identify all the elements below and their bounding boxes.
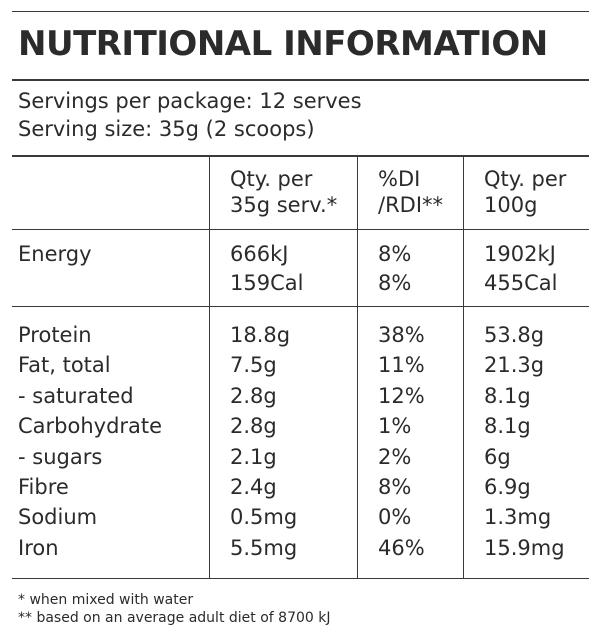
energy-rule [12, 306, 589, 307]
nutrient-label-cell: - sugars [18, 445, 103, 469]
nutrient-rdi-cell: 2% [378, 445, 412, 469]
nutrient-serv-cell: 5.5mg [230, 536, 298, 560]
header-qty-100g-line1: Qty. per [484, 167, 567, 191]
nutrient-label-cell: Carbohydrate [18, 414, 163, 438]
header-qty-100g-line2: 100g [484, 193, 538, 217]
top-rule [12, 11, 589, 12]
column-divider-1 [209, 157, 210, 578]
nutrient-label-cell: Fibre [18, 475, 69, 499]
nutrient-per100-cell: 15.9mg [484, 536, 565, 560]
nutrient-serv-cell: 2.8g [230, 414, 277, 438]
nutrient-label-cell: Iron [18, 536, 59, 560]
header-rule [12, 229, 589, 230]
nutrient-rdi-cell: 1% [378, 414, 412, 438]
servings-per-package: Servings per package: 12 serves [18, 89, 362, 113]
column-divider-3 [463, 157, 464, 578]
nutrient-per100-cell: 6.9g [484, 475, 531, 499]
nutrient-rdi-cell: 46% [378, 536, 425, 560]
nutrient-rdi-cell: 8% [378, 475, 412, 499]
nutrient-per100-cell: 53.8g [484, 323, 545, 347]
header-rdi-line2: /RDI** [378, 193, 444, 217]
header-rdi-line1: %DI [378, 167, 421, 191]
page-title: NUTRITIONAL INFORMATION [18, 24, 548, 64]
nutrient-per100-cell: 21.3g [484, 353, 545, 377]
nutrient-per100-cell: 1.3mg [484, 505, 552, 529]
energy-kj-serving: 666kJ [230, 242, 289, 266]
nutrient-serv-cell: 18.8g [230, 323, 291, 347]
nutrient-serv-cell: 0.5mg [230, 505, 298, 529]
footnote-2: ** based on an average adult diet of 870… [18, 610, 331, 626]
servings-rule [12, 155, 589, 157]
nutrient-serv-cell: 7.5g [230, 353, 277, 377]
nutrient-serv-cell: 2.4g [230, 475, 277, 499]
energy-cal-100g: 455Cal [484, 271, 558, 295]
header-qty-serving-line1: Qty. per [230, 167, 313, 191]
nutrient-label-cell: Fat, total [18, 353, 111, 377]
energy-cal-serving: 159Cal [230, 271, 304, 295]
nutrient-rdi-cell: 12% [378, 384, 425, 408]
nutrient-rdi-cell: 0% [378, 505, 412, 529]
nutrient-per100-cell: 8.1g [484, 384, 531, 408]
nutrient-serv-cell: 2.8g [230, 384, 277, 408]
energy-cal-rdi: 8% [378, 271, 412, 295]
nutrient-label-cell: Sodium [18, 505, 98, 529]
footnote-1: * when mixed with water [18, 592, 194, 608]
nutrient-rdi-cell: 38% [378, 323, 425, 347]
energy-label: Energy [18, 242, 92, 266]
nutrient-label-cell: - saturated [18, 384, 134, 408]
header-qty-serving-line2: 35g serv.* [230, 193, 338, 217]
nutrient-rdi-cell: 11% [378, 353, 425, 377]
title-rule [12, 79, 589, 81]
column-divider-2 [357, 157, 358, 578]
energy-kj-rdi: 8% [378, 242, 412, 266]
nutrient-serv-cell: 2.1g [230, 445, 277, 469]
table-bottom-rule [12, 578, 589, 579]
nutrient-per100-cell: 8.1g [484, 414, 531, 438]
nutrient-label-cell: Protein [18, 323, 92, 347]
serving-size: Serving size: 35g (2 scoops) [18, 117, 315, 141]
nutrient-per100-cell: 6g [484, 445, 511, 469]
energy-kj-100g: 1902kJ [484, 242, 556, 266]
